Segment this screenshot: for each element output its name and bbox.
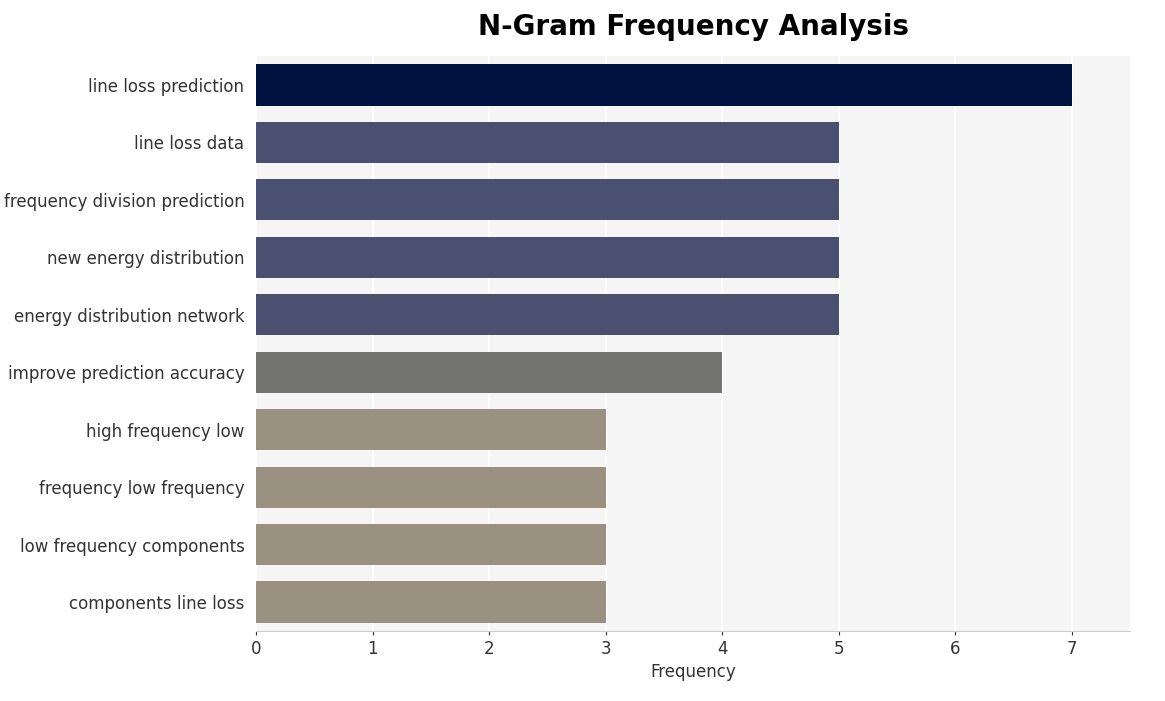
Bar	[256, 524, 606, 566]
Bar	[256, 64, 1072, 106]
Bar	[256, 294, 839, 336]
Title: N-Gram Frequency Analysis: N-Gram Frequency Analysis	[478, 13, 909, 41]
Bar	[256, 581, 606, 623]
Bar	[256, 351, 722, 393]
Bar	[256, 121, 839, 163]
Bar	[256, 179, 839, 221]
X-axis label: Frequency: Frequency	[650, 663, 736, 681]
Bar	[256, 236, 839, 278]
Bar	[256, 466, 606, 508]
Bar	[256, 409, 606, 451]
